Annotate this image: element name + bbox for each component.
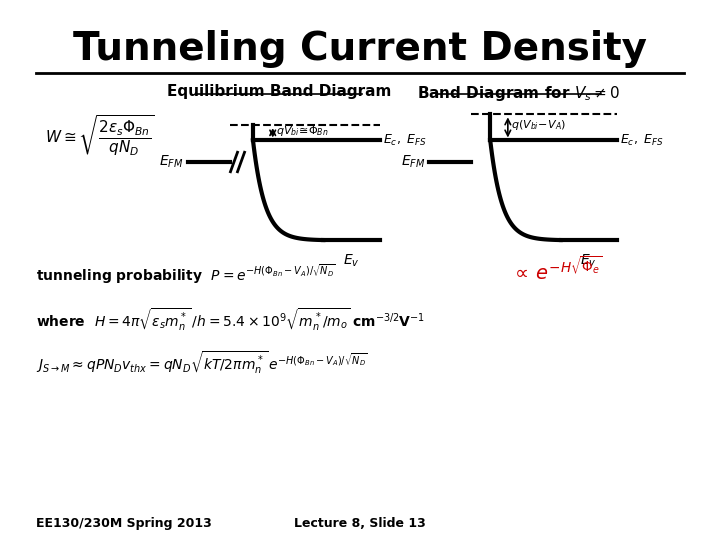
Text: $E_v$: $E_v$	[580, 252, 597, 268]
Text: $E_v$: $E_v$	[343, 252, 360, 268]
Text: Band Diagram for $V_s\neq 0$: Band Diagram for $V_s\neq 0$	[417, 84, 620, 103]
Text: $q(V_{bi}\!-\!V_A)$: $q(V_{bi}\!-\!V_A)$	[511, 118, 567, 132]
Text: EE130/230M Spring 2013: EE130/230M Spring 2013	[36, 517, 212, 530]
Text: $E_c,\ E_{FS}$: $E_c,\ E_{FS}$	[621, 133, 665, 148]
Text: $qV_{bi}\!\cong\!\Phi_{Bn}$: $qV_{bi}\!\cong\!\Phi_{Bn}$	[276, 124, 329, 138]
Text: $E_{FM}$: $E_{FM}$	[401, 154, 426, 170]
Text: $W \cong \sqrt{\dfrac{2\varepsilon_s \Phi_{Bn}}{qN_D}}$: $W \cong \sqrt{\dfrac{2\varepsilon_s \Ph…	[45, 113, 155, 157]
Text: $\propto\, e^{-H\sqrt{\Phi_e}}$: $\propto\, e^{-H\sqrt{\Phi_e}}$	[511, 256, 603, 284]
Text: $E_c,\ E_{FS}$: $E_c,\ E_{FS}$	[383, 133, 427, 148]
Text: where  $H = 4\pi\sqrt{\varepsilon_s m_n^*}\,/h = 5.4\times10^9\sqrt{m_n^*/m_o}\;: where $H = 4\pi\sqrt{\varepsilon_s m_n^*…	[36, 307, 426, 333]
Text: Tunneling Current Density: Tunneling Current Density	[73, 30, 647, 68]
Text: Lecture 8, Slide 13: Lecture 8, Slide 13	[294, 517, 426, 530]
Text: $E_{FM}$: $E_{FM}$	[160, 154, 184, 170]
Text: $J_{S\to M} \approx qPN_D v_{thx} = qN_D\sqrt{kT/2\pi m_n^*}\,e^{-H(\Phi_{Bn}-V_: $J_{S\to M} \approx qPN_D v_{thx} = qN_D…	[36, 350, 368, 376]
Text: Equilibrium Band Diagram: Equilibrium Band Diagram	[167, 84, 391, 99]
Text: tunneling probability  $P = e^{-H(\Phi_{Bn}-V_A)/\sqrt{N_D}}$: tunneling probability $P = e^{-H(\Phi_{B…	[36, 262, 336, 286]
